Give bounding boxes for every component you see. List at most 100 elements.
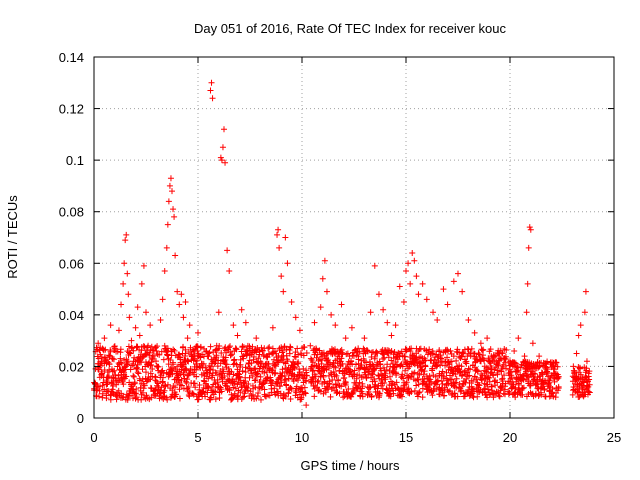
- data-point: [259, 347, 266, 354]
- y-tick-label: 0.1: [66, 153, 84, 168]
- data-point: [382, 374, 389, 381]
- data-point: [419, 394, 426, 401]
- data-point: [385, 354, 392, 361]
- x-tick-label: 25: [607, 430, 621, 445]
- data-point: [335, 376, 342, 383]
- data-point: [172, 252, 179, 259]
- data-point: [217, 360, 224, 367]
- data-point: [149, 366, 156, 373]
- data-point: [463, 358, 470, 365]
- data-point: [495, 392, 502, 399]
- data-point: [107, 396, 114, 403]
- data-point: [164, 221, 171, 228]
- data-point: [279, 347, 286, 354]
- data-point: [242, 378, 249, 385]
- data-point: [444, 354, 451, 361]
- data-point: [303, 369, 310, 376]
- data-point: [278, 379, 285, 386]
- data-point: [338, 301, 345, 308]
- data-point: [239, 343, 246, 350]
- y-tick-label: 0.02: [59, 359, 84, 374]
- data-point: [176, 301, 183, 308]
- data-point: [282, 393, 289, 400]
- data-point: [384, 387, 391, 394]
- data-point: [422, 363, 429, 370]
- data-point: [342, 335, 349, 342]
- data-point: [240, 355, 247, 362]
- data-point: [180, 343, 187, 350]
- data-point: [381, 354, 388, 361]
- data-point: [232, 345, 239, 352]
- data-point: [420, 371, 427, 378]
- data-point: [145, 342, 152, 349]
- data-point: [455, 270, 461, 277]
- data-point: [193, 357, 200, 364]
- y-tick-label: 0.12: [59, 102, 84, 117]
- data-point: [276, 244, 283, 251]
- data-point: [413, 273, 420, 280]
- data-point: [571, 370, 578, 377]
- data-point: [303, 349, 310, 356]
- data-point: [521, 353, 528, 360]
- data-point: [190, 347, 197, 354]
- data-point: [265, 360, 272, 367]
- data-point: [390, 390, 397, 397]
- data-point: [340, 394, 347, 401]
- data-point: [466, 372, 473, 379]
- data-point: [196, 382, 203, 389]
- data-point: [328, 311, 335, 318]
- data-point: [303, 372, 310, 379]
- data-point: [407, 280, 414, 287]
- data-point: [440, 286, 447, 293]
- data-point: [246, 374, 253, 381]
- data-point: [152, 358, 159, 365]
- data-point: [458, 363, 465, 370]
- data-point: [447, 347, 454, 354]
- x-tick-label: 0: [90, 430, 97, 445]
- data-point: [311, 319, 318, 326]
- data-point: [525, 244, 532, 251]
- data-point: [338, 383, 345, 390]
- data-point: [111, 345, 118, 352]
- data-point: [405, 385, 412, 392]
- data-point: [371, 262, 378, 269]
- data-point: [586, 376, 593, 383]
- data-point: [139, 366, 146, 373]
- data-point: [255, 389, 262, 396]
- data-point: [325, 356, 332, 363]
- data-point: [134, 361, 141, 368]
- data-point: [418, 367, 425, 374]
- data-point: [300, 343, 307, 350]
- data-point: [160, 370, 167, 377]
- data-point: [142, 369, 149, 376]
- data-point: [347, 368, 354, 375]
- data-point: [112, 371, 119, 378]
- data-point: [433, 361, 440, 368]
- data-point: [322, 389, 329, 396]
- data-point: [248, 360, 255, 367]
- data-point: [164, 381, 171, 388]
- data-point: [282, 234, 289, 241]
- data-point: [151, 387, 158, 394]
- data-point: [414, 370, 421, 377]
- data-point: [474, 393, 481, 400]
- data-point: [325, 365, 332, 372]
- data-point: [360, 355, 367, 362]
- data-point: [549, 386, 556, 393]
- data-point: [98, 370, 105, 377]
- data-point: [126, 349, 133, 356]
- data-point: [129, 362, 136, 369]
- data-point: [367, 309, 374, 316]
- data-point: [209, 372, 216, 379]
- data-point: [423, 296, 430, 303]
- data-point: [185, 383, 192, 390]
- data-point: [318, 369, 325, 376]
- data-point: [147, 362, 154, 369]
- data-point: [130, 372, 137, 379]
- data-point: [515, 381, 522, 388]
- data-point: [475, 350, 482, 357]
- data-point: [260, 380, 267, 387]
- data-point: [193, 360, 200, 367]
- data-point: [249, 391, 256, 398]
- data-point: [195, 396, 202, 403]
